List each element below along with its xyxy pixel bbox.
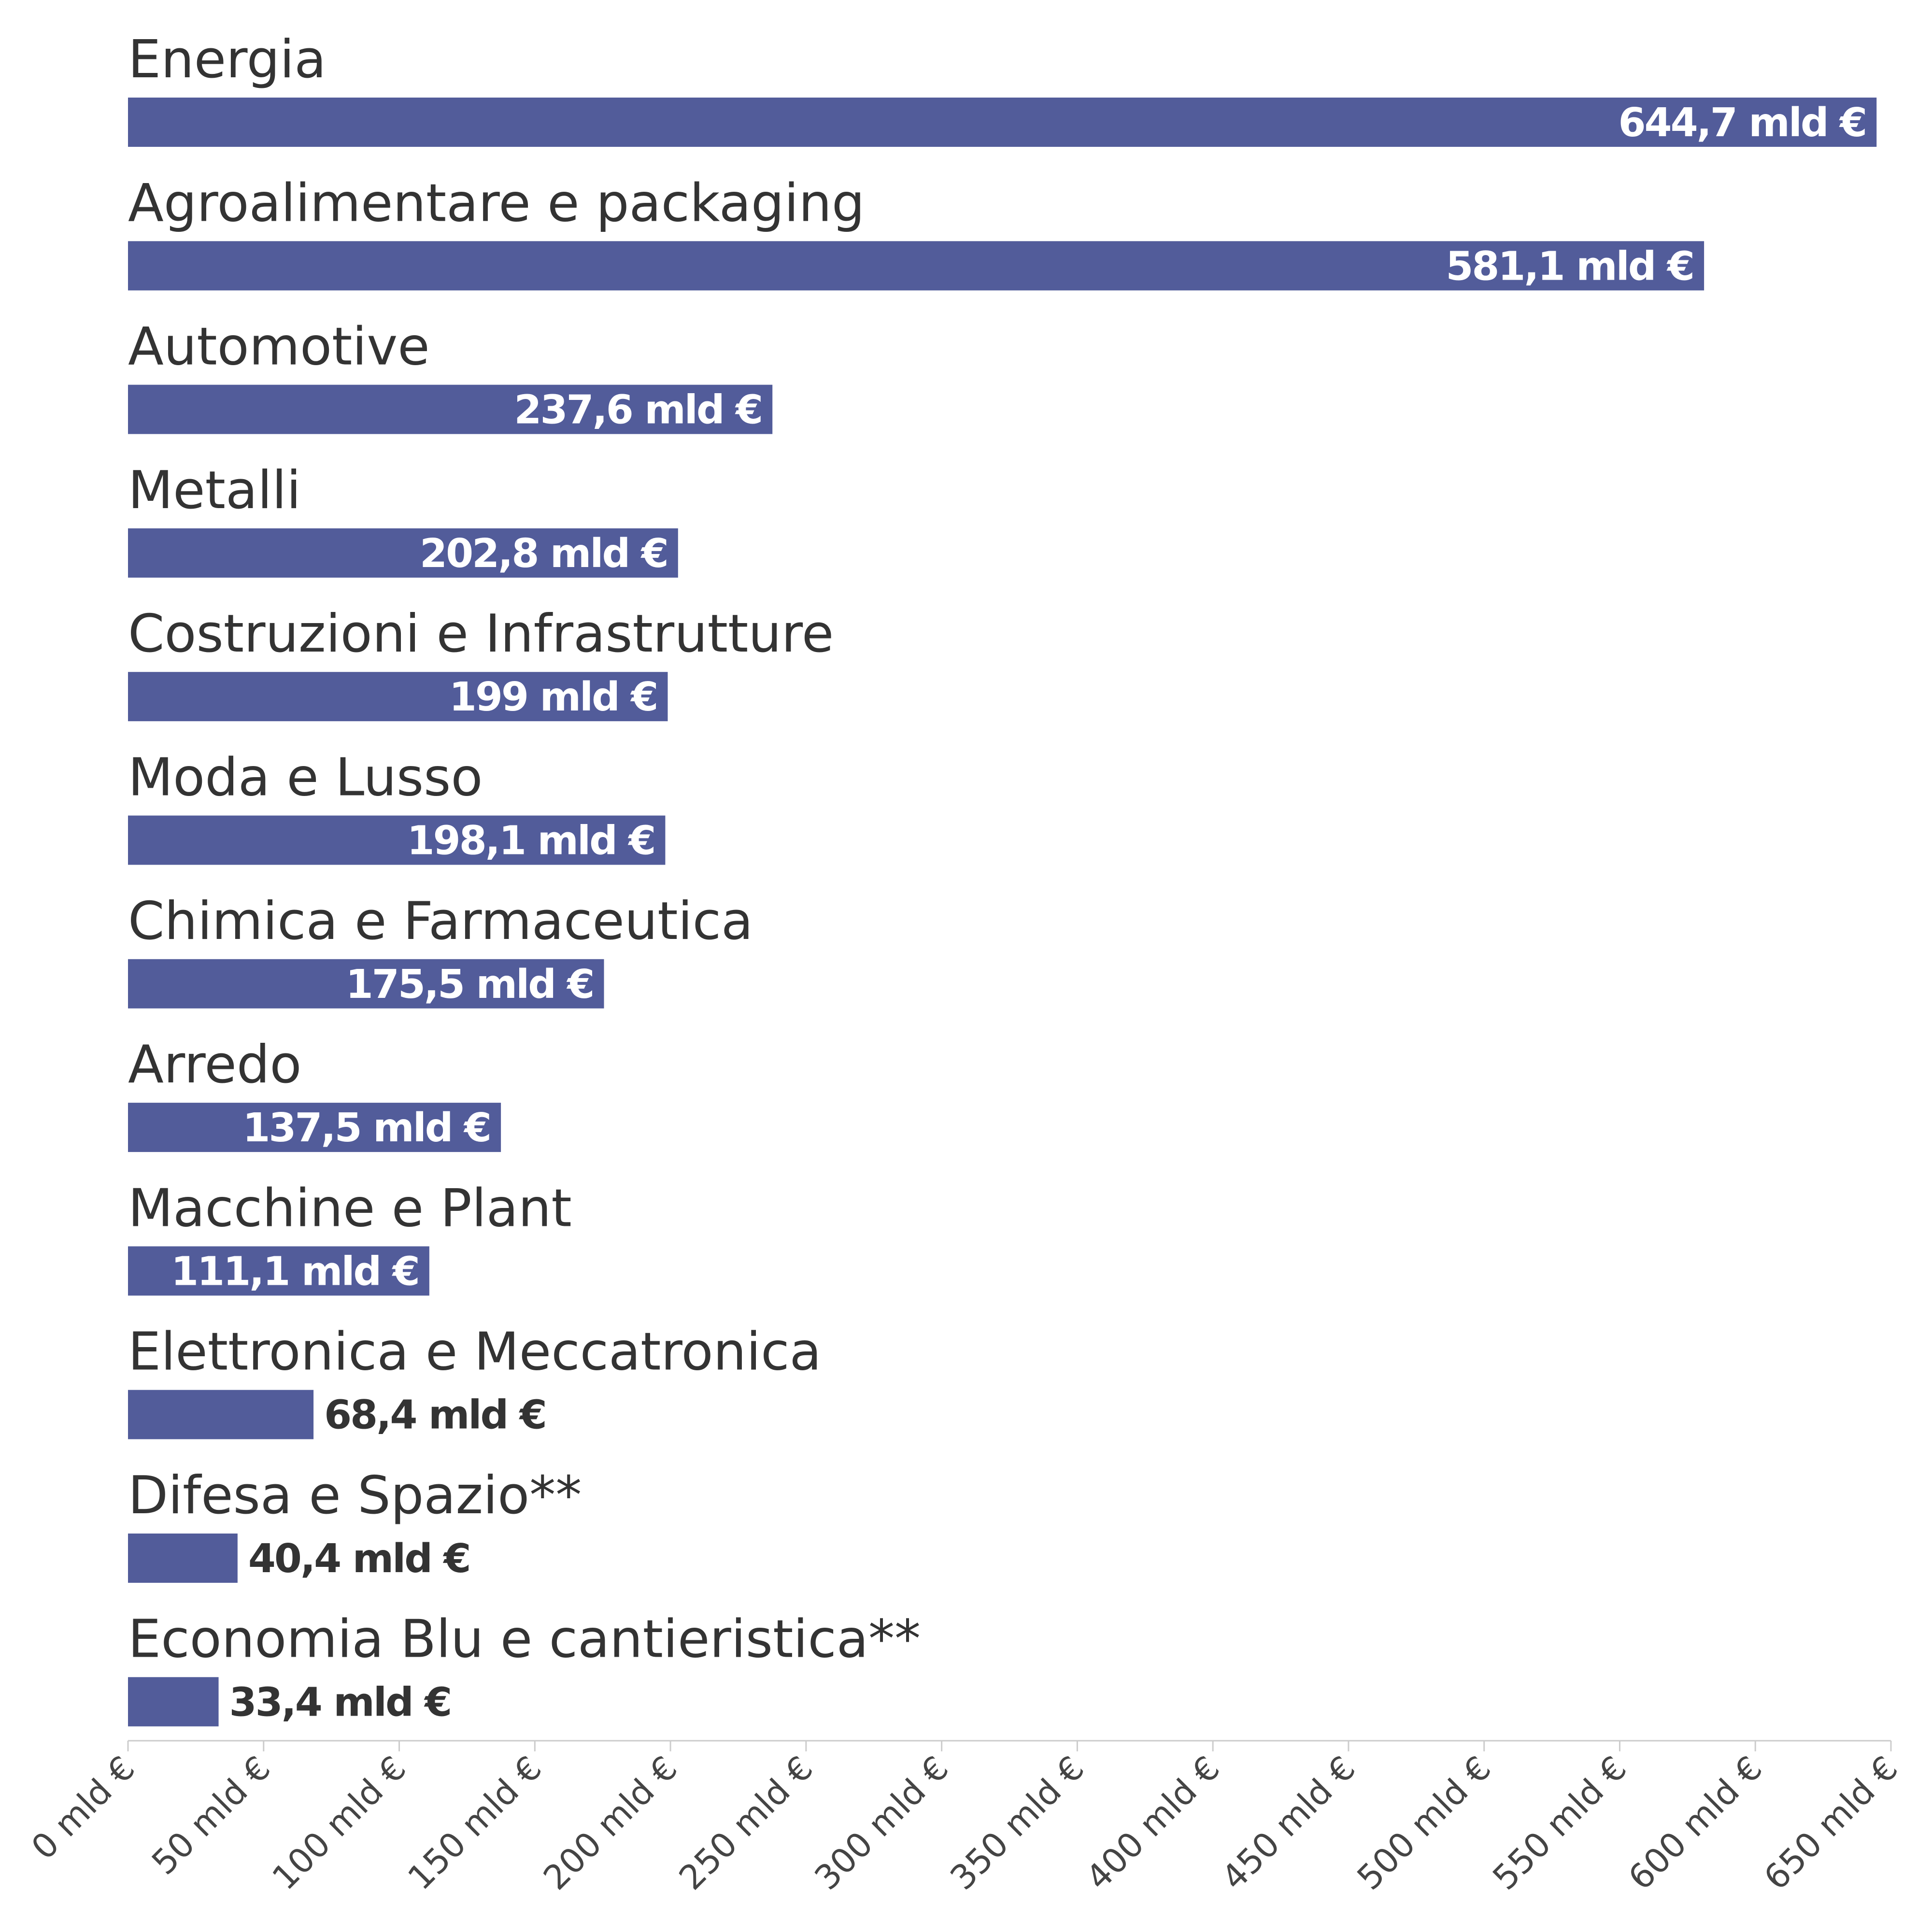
x-tick-label: 200 mld € <box>536 1748 685 1898</box>
category-label: Energia <box>128 29 326 90</box>
category-label: Moda e Lusso <box>128 748 483 808</box>
value-label: 33,4 mld € <box>229 1679 451 1725</box>
bar <box>128 528 678 578</box>
value-label: 175,5 mld € <box>346 962 594 1008</box>
category-label: Automotive <box>128 317 430 377</box>
category-label: Agroalimentare e packaging <box>128 173 865 233</box>
category-label: Difesa e Spazio** <box>128 1465 582 1526</box>
category-label: Costruzioni e Infrastrutture <box>128 604 834 664</box>
bar <box>128 959 604 1009</box>
bar <box>128 1534 238 1583</box>
x-tick-label: 300 mld € <box>807 1748 956 1898</box>
value-label: 68,4 mld € <box>324 1392 546 1438</box>
bar <box>128 98 1877 147</box>
bar <box>128 1677 219 1727</box>
bar <box>128 815 666 865</box>
category-label: Macchine e Plant <box>128 1178 572 1238</box>
value-label: 198,1 mld € <box>407 818 655 864</box>
bar <box>128 672 668 722</box>
value-label: 199 mld € <box>449 674 657 720</box>
category-label: Economia Blu e cantieristica** <box>128 1609 921 1669</box>
x-tick-label: 150 mld € <box>400 1748 550 1898</box>
x-tick-label: 500 mld € <box>1350 1748 1499 1898</box>
x-tick-label: 650 mld € <box>1756 1748 1905 1898</box>
x-axis: 0 mld €50 mld €100 mld €150 mld €200 mld… <box>24 1740 1905 1898</box>
x-tick-label: 550 mld € <box>1485 1748 1634 1898</box>
x-tick-label: 50 mld € <box>144 1748 278 1882</box>
bar <box>128 1246 429 1296</box>
x-tick-label: 600 mld € <box>1620 1748 1770 1898</box>
x-tick-label: 350 mld € <box>943 1748 1092 1898</box>
value-label: 137,5 mld € <box>242 1105 490 1151</box>
value-label: 202,8 mld € <box>420 531 668 577</box>
value-label: 237,6 mld € <box>514 387 762 433</box>
bar <box>128 1390 314 1439</box>
value-label: 111,1 mld € <box>171 1249 419 1294</box>
value-label: 581,1 mld € <box>1446 243 1693 289</box>
category-label: Arredo <box>128 1035 302 1095</box>
x-tick-label: 0 mld € <box>24 1748 142 1867</box>
category-label: Chimica e Farmaceutica <box>128 891 753 952</box>
value-label: 40,4 mld € <box>248 1536 470 1582</box>
category-label: Metalli <box>128 460 301 521</box>
x-tick-label: 450 mld € <box>1214 1748 1363 1898</box>
bar <box>128 241 1705 291</box>
x-tick-label: 250 mld € <box>671 1748 821 1898</box>
category-label: Elettronica e Meccatronica <box>128 1322 822 1382</box>
bar <box>128 384 773 434</box>
bar <box>128 1103 501 1152</box>
chart-rows: Energia 644,7 mld € Agroalimentare e packa… <box>128 29 1877 1727</box>
x-tick-label: 400 mld € <box>1078 1748 1227 1898</box>
x-tick-label: 100 mld € <box>265 1748 414 1898</box>
value-label: 644,7 mld € <box>1618 100 1866 146</box>
